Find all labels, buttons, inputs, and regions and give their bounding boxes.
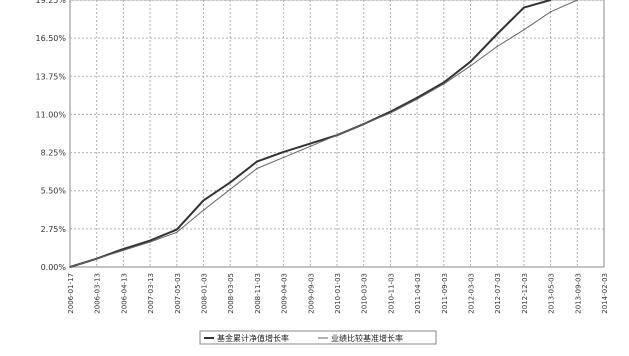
data-point-fund — [282, 151, 285, 153]
x-tick-label: 2011-04-03 — [414, 273, 422, 314]
data-point-fund — [176, 228, 178, 231]
grid-lines — [70, 0, 604, 267]
x-tick-label: 2009-09-03 — [307, 273, 315, 314]
y-tick-label: 0.00% — [41, 263, 67, 272]
data-point-fund — [416, 96, 418, 99]
data-point-fund — [229, 181, 231, 184]
y-tick-label: 11.00% — [35, 110, 66, 119]
data-point-benchmark — [443, 83, 445, 85]
data-point-benchmark — [95, 257, 98, 260]
x-tick-label: 2006-03-13 — [94, 273, 102, 314]
x-tick-label: 2008-11-03 — [254, 273, 262, 314]
data-point-fund — [256, 160, 258, 163]
y-tick-label: 2.75% — [41, 225, 67, 234]
x-tick-label: 2008-03-05 — [227, 273, 235, 314]
data-point-benchmark — [362, 123, 365, 125]
x-tick-label: 2009-04-03 — [281, 273, 289, 314]
x-tick-label: 2011-09-03 — [441, 273, 449, 314]
data-point-benchmark — [229, 188, 231, 191]
x-tick-label: 2012-07-03 — [494, 273, 502, 314]
data-point-benchmark — [576, 0, 579, 1]
series-lines — [69, 0, 579, 268]
data-point-benchmark — [469, 65, 472, 67]
data-point-benchmark — [176, 231, 178, 234]
y-tick-label: 8.25% — [41, 149, 67, 158]
data-point-benchmark — [549, 10, 552, 13]
data-point-benchmark — [336, 134, 338, 137]
series-line-benchmark — [69, 0, 578, 268]
data-point-fund — [469, 60, 472, 63]
x-tick-label: 2012-12-03 — [521, 273, 529, 314]
y-tick-label: 13.75% — [35, 72, 66, 81]
data-point-benchmark — [122, 249, 125, 252]
data-point-benchmark — [416, 98, 418, 100]
x-tick-label: 2006-01-17 — [67, 273, 75, 314]
data-point-fund — [149, 239, 151, 242]
legend-label-benchmark: 业绩比较基准增长率 — [331, 333, 403, 343]
x-tick-label: 2010-11-03 — [387, 273, 395, 314]
data-point-benchmark — [256, 167, 258, 170]
data-point-fund — [443, 81, 445, 84]
data-point-fund — [549, 0, 552, 1]
data-point-benchmark — [309, 145, 312, 148]
data-point-fund — [309, 142, 312, 145]
x-tick-label: 2006-04-13 — [120, 273, 128, 314]
data-point-fund — [202, 199, 205, 202]
x-tick-label: 2012-03-03 — [468, 273, 476, 314]
x-tick-label: 2014-02-03 — [601, 273, 609, 314]
data-point-fund — [122, 248, 125, 250]
data-point-benchmark — [523, 29, 525, 31]
data-point-benchmark — [282, 156, 285, 159]
x-tick-label: 2010-03-03 — [361, 273, 369, 314]
x-tick-label: 2013-09-03 — [574, 273, 582, 314]
data-point-benchmark — [149, 241, 151, 243]
x-tick-label: 2013-05-03 — [548, 273, 556, 314]
x-tick-label: 2007-03-13 — [147, 273, 155, 314]
data-point-benchmark — [202, 209, 205, 211]
data-point-fund — [523, 6, 525, 9]
x-tick-label: 2007-05-03 — [174, 273, 182, 314]
data-point-benchmark — [69, 266, 71, 268]
y-tick-label: 16.50% — [35, 34, 66, 43]
data-point-fund — [389, 110, 392, 113]
y-axis-ticks: 0.00% 2.75% 5.50% 8.25% 11.00% 13.75% 16.50% 19… — [35, 0, 66, 272]
data-point-benchmark — [389, 112, 392, 114]
legend: 基金累计净值增长率 业绩比较基准增长率 — [199, 330, 437, 345]
y-tick-label: 5.50% — [41, 187, 67, 196]
x-axis-ticks: 2006-01-17 2006-03-13 2006-04-13 2007-03-13… — [67, 273, 609, 314]
data-point-fund — [496, 33, 499, 35]
x-tick-label: 2010-01-03 — [334, 273, 342, 314]
y-tick-label: 19.25% — [35, 0, 66, 5]
data-point-benchmark — [496, 45, 499, 48]
legend-label-fund: 基金累计净值增长率 — [217, 333, 289, 343]
x-tick-label: 2008-01-03 — [201, 273, 209, 314]
